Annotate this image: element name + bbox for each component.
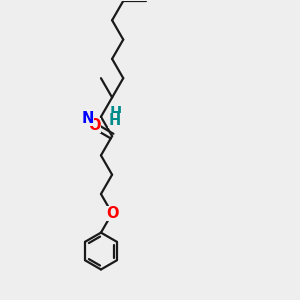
Text: N: N (82, 111, 94, 126)
Text: H: H (109, 106, 122, 121)
Text: H: H (108, 113, 121, 128)
Text: O: O (88, 118, 101, 133)
Text: O: O (106, 206, 118, 221)
